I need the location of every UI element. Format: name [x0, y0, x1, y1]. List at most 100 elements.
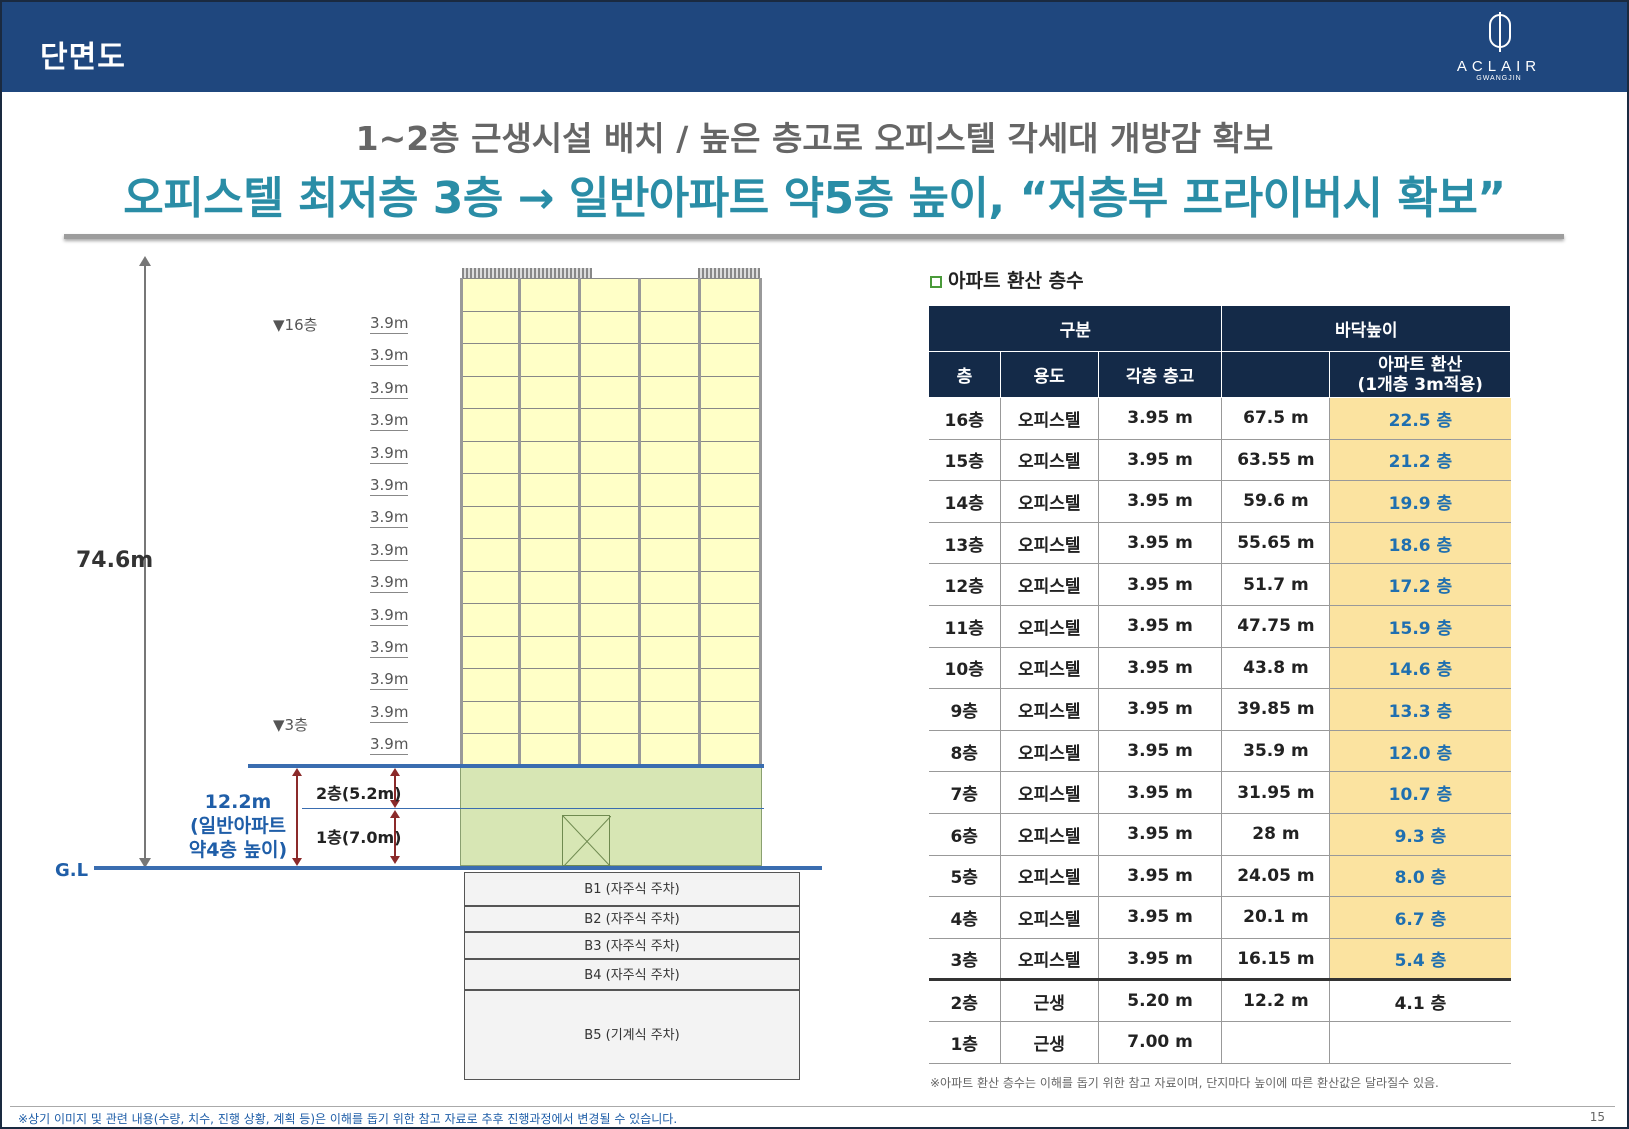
- floor1-arrow-up-icon: [390, 810, 400, 818]
- basement-b2: B2 (자주식 주차): [464, 906, 800, 932]
- cell-use: 오피스텔: [999, 896, 1099, 939]
- tower-floor-band: [460, 343, 762, 376]
- floor-height-label: 3.9m: [370, 346, 409, 367]
- arrow-down-icon: [139, 858, 151, 868]
- cell-use: 오피스텔: [999, 480, 1099, 523]
- cell-conv: 13.3 층: [1329, 688, 1511, 731]
- podium-note-line2: 약4층 높이): [188, 839, 288, 861]
- cell-conv: 5.4 층: [1329, 938, 1511, 981]
- floor-height-label: 3.9m: [370, 702, 409, 723]
- floor-3-line: [248, 764, 764, 768]
- table-title-text: 아파트 환산 층수: [948, 270, 1084, 292]
- logo-mark-icon: [1484, 12, 1514, 52]
- header-group-category: 구분: [927, 305, 1223, 352]
- podium-floors: [460, 766, 762, 866]
- cell-floor: 7층: [928, 771, 1001, 814]
- cell-floor: 4층: [928, 896, 1001, 939]
- cell-level: 63.55 m: [1221, 439, 1330, 482]
- cell-level: [1221, 1021, 1330, 1064]
- table-row: 1층 근생 7.00 m: [928, 1021, 1511, 1064]
- basement-b1: B1 (자주식 주차): [464, 872, 800, 906]
- table-note: ※아파트 환산 층수는 이해를 돕기 위한 참고 자료이며, 단지마다 높이에 …: [930, 1076, 1439, 1090]
- floor-2-line: [302, 808, 764, 809]
- cell-conv: [1329, 1021, 1511, 1064]
- entrance-box: [562, 815, 612, 868]
- cell-height: 3.95 m: [1097, 397, 1222, 440]
- tower-floor-band: [460, 700, 762, 733]
- logo-subtitle: GWANGJIN: [1476, 75, 1522, 82]
- cell-use: 근생: [999, 1021, 1099, 1064]
- floor-height-label: 3.9m: [370, 605, 409, 626]
- cell-floor: 15층: [928, 439, 1001, 482]
- table-row: 12층 오피스텔 3.95 m 51.7 m 17.2 층: [928, 563, 1511, 606]
- floor-3-marker: ▼3층: [273, 716, 308, 734]
- cell-height: 3.95 m: [1097, 730, 1222, 773]
- tower-floor-band: [460, 668, 762, 701]
- tower-floor-band: [460, 473, 762, 506]
- podium-height-value: 12.2m: [204, 791, 272, 813]
- tower-column: [759, 278, 762, 766]
- cell-conv: 15.9 층: [1329, 605, 1511, 648]
- cell-floor: 3층: [928, 938, 1001, 981]
- cell-height: 3.95 m: [1097, 647, 1222, 690]
- cell-floor: 12층: [928, 563, 1001, 606]
- cell-height: 3.95 m: [1097, 522, 1222, 565]
- cell-level: 51.7 m: [1221, 563, 1330, 606]
- aclair-logo: ACLAIR GWANGJIN: [1451, 12, 1547, 90]
- floor-height-label: 3.9m: [370, 411, 409, 432]
- square-bullet-icon: [930, 276, 942, 288]
- tower-column: [638, 278, 641, 766]
- cell-level: 43.8 m: [1221, 647, 1330, 690]
- page-number: 15: [1589, 1110, 1605, 1124]
- tower-column: [460, 278, 463, 766]
- logo-name: ACLAIR: [1456, 58, 1542, 75]
- table-row: 14층 오피스텔 3.95 m 59.6 m 19.9 층: [928, 480, 1511, 523]
- cell-height: 3.95 m: [1097, 813, 1222, 856]
- cell-conv: 9.3 층: [1329, 813, 1511, 856]
- cell-use: 오피스텔: [999, 813, 1099, 856]
- cell-use: 오피스텔: [999, 855, 1099, 898]
- cell-height: 3.95 m: [1097, 896, 1222, 939]
- tower-floor-band: [460, 570, 762, 603]
- cell-level: 28 m: [1221, 813, 1330, 856]
- cell-floor: 2층: [928, 978, 1001, 1022]
- col-level: [1221, 351, 1331, 398]
- cell-conv: 17.2 층: [1329, 563, 1511, 606]
- podium-arrow-down-icon: [292, 858, 302, 866]
- cell-level: 47.75 m: [1221, 605, 1330, 648]
- total-height-arrow: [144, 260, 146, 864]
- cell-conv: 22.5 층: [1329, 397, 1511, 440]
- floor-height-label: 3.9m: [370, 573, 409, 594]
- table-row: 15층 오피스텔 3.95 m 63.55 m 21.2 층: [928, 439, 1511, 482]
- cell-conv: 21.2 층: [1329, 439, 1511, 482]
- floor-height-label: 3.9m: [370, 314, 409, 334]
- floor-height-label: 3.9m: [370, 443, 409, 464]
- table-body: 16층 오피스텔 3.95 m 67.5 m 22.5 층 15층 오피스텔 3.95 m 63…: [928, 397, 1511, 1064]
- cell-height: 3.95 m: [1097, 938, 1222, 981]
- cell-conv: 14.6 층: [1329, 647, 1511, 690]
- table-row: 3층 오피스텔 3.95 m 16.15 m 5.4 층: [928, 938, 1511, 981]
- cell-floor: 8층: [928, 730, 1001, 773]
- cell-level: 20.1 m: [1221, 896, 1330, 939]
- tower-floor-band: [460, 603, 762, 636]
- section-diagram: 74.6m ▼16층 ▼3층 3.9m 3.9m 3.9m 3.9m 3.9m 3.9m 3…: [0, 250, 920, 1100]
- cell-floor: 13층: [928, 522, 1001, 565]
- page-title: 단면도: [40, 40, 126, 75]
- cell-conv: 6.7 층: [1329, 896, 1511, 939]
- ground-level-label: G.L: [55, 860, 89, 881]
- cell-floor: 6층: [928, 813, 1001, 856]
- cell-floor: 10층: [928, 647, 1001, 690]
- floor2-label: 2층(5.2m): [316, 784, 402, 803]
- table-row: 16층 오피스텔 3.95 m 67.5 m 22.5 층: [928, 397, 1511, 440]
- cell-level: 67.5 m: [1221, 397, 1330, 440]
- tower-floors: [460, 278, 762, 766]
- cell-level: 55.65 m: [1221, 522, 1330, 565]
- col-conversion-line2: (1개층 3m적용): [1357, 374, 1483, 395]
- floor-height-label: 3.9m: [370, 476, 409, 496]
- floor1-label: 1층(7.0m): [316, 828, 402, 847]
- cell-height: 3.95 m: [1097, 855, 1222, 898]
- cell-floor: 16층: [928, 397, 1001, 440]
- floor1-arrow-down-icon: [390, 856, 400, 864]
- col-conversion: 아파트 환산 (1개층 3m적용): [1329, 351, 1511, 398]
